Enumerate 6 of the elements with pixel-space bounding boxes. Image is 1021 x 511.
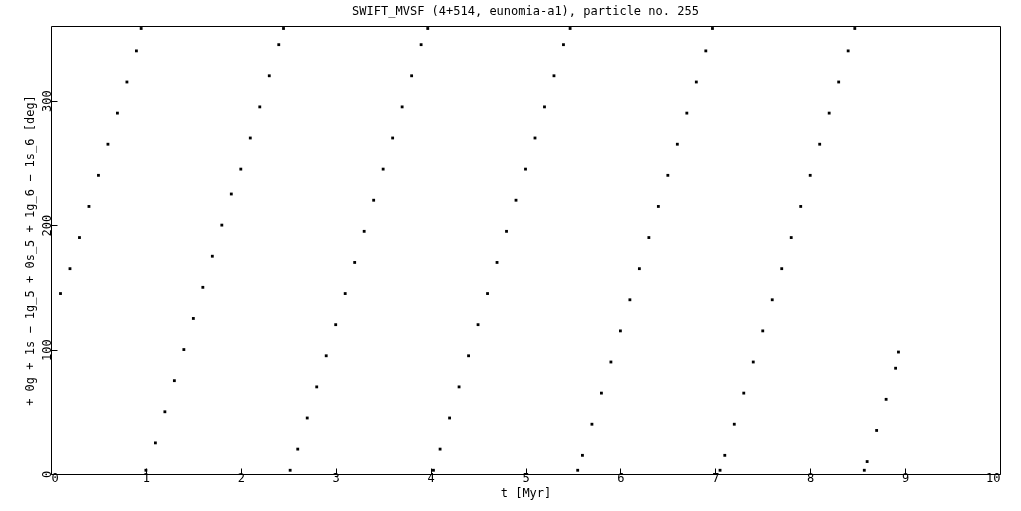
chart-title: SWIFT_MVSF (4+514, eunomia-a1), particle no. 255 [352,4,699,18]
y-tick-label: 100 [39,339,54,361]
x-axis-title: t [Myr] [500,485,552,500]
y-tick-label: 300 [39,90,54,113]
y-axis-title: + 0g + 1s − 1g_5 + 0s_5 + 1g_6 − 1s_6 [deg] [22,95,37,406]
y-tick-label: 200 [39,214,54,237]
